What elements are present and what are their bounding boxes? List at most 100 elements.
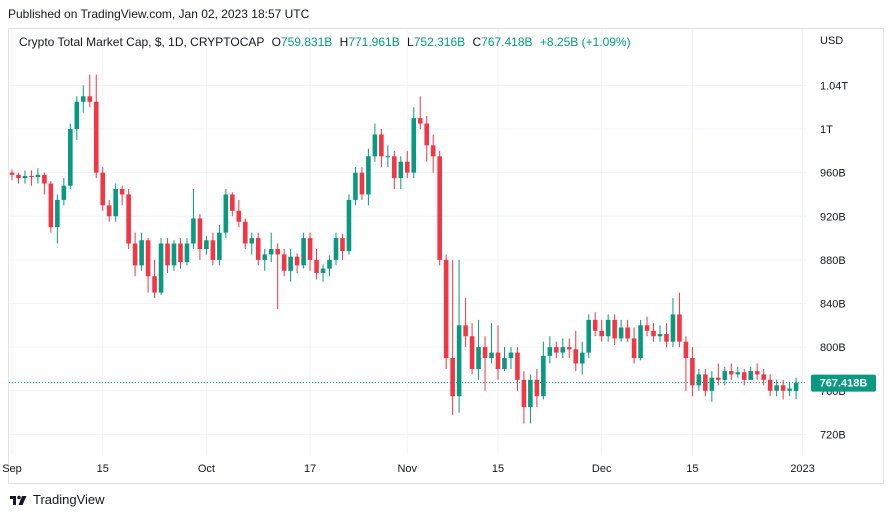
candle-body (294, 256, 300, 266)
candle-body (307, 238, 313, 260)
change-value: +8.25B (+1.09%) (539, 35, 631, 49)
candle-body (787, 388, 792, 391)
candle (191, 188, 196, 249)
candle (93, 74, 99, 179)
candle-body (333, 238, 339, 260)
candle (696, 368, 702, 391)
candle (346, 194, 352, 255)
candle (68, 123, 73, 189)
candle-body (761, 374, 766, 380)
candle (320, 264, 326, 282)
y-tick-label: 840B (820, 299, 846, 311)
candle (638, 319, 643, 361)
candle-body (268, 248, 274, 255)
candle-body (554, 347, 559, 353)
candle-body (748, 371, 754, 380)
candle-body (74, 101, 80, 130)
candle-body (430, 145, 436, 157)
currency-label: USD (820, 35, 844, 47)
candle (670, 298, 676, 348)
candle (489, 323, 494, 364)
candle-body (236, 210, 242, 222)
candle (74, 96, 80, 140)
candle (664, 323, 669, 348)
candle-body (696, 374, 702, 386)
candle (48, 181, 54, 233)
candle-body (217, 232, 222, 260)
x-tick-label: 15 (492, 463, 504, 475)
candle-body (690, 358, 695, 386)
candle (456, 259, 462, 413)
candle-body (495, 352, 501, 369)
chart-grid (9, 29, 806, 455)
candle-body (340, 238, 345, 252)
x-tick-label: 15 (97, 463, 109, 475)
y-tick-label: 960B (820, 168, 846, 180)
y-tick-label: 1.04T (820, 80, 848, 92)
candle (42, 172, 47, 195)
candle (411, 107, 417, 179)
candle-body (145, 240, 151, 277)
candle-body (353, 172, 358, 200)
candle-body (780, 385, 786, 391)
candle-body (411, 118, 417, 173)
candle-body (165, 243, 170, 266)
candle (690, 347, 695, 397)
candle (236, 199, 242, 228)
x-tick-label: 15 (686, 463, 698, 475)
candle (80, 85, 86, 113)
candle (430, 134, 436, 173)
candle (100, 167, 106, 211)
candle (767, 374, 773, 397)
candle-body (515, 352, 520, 380)
candle (307, 232, 313, 271)
y-tick-label: 1T (820, 124, 833, 136)
candle-body (191, 218, 196, 244)
candle (657, 325, 663, 342)
candle (327, 255, 332, 277)
candle-body (664, 334, 669, 342)
footer-brand[interactable]: TradingView (10, 492, 105, 507)
candle-body (16, 174, 21, 179)
high-value: 771.961B (348, 35, 400, 49)
candle (554, 341, 559, 359)
candle (158, 238, 164, 295)
candle-body (301, 238, 306, 266)
candle (651, 323, 656, 342)
candle-body (586, 319, 592, 353)
candle (625, 319, 630, 342)
candle (502, 347, 507, 372)
candle (61, 178, 67, 206)
candle (9, 169, 15, 181)
candle-body (644, 325, 650, 331)
candle (631, 327, 637, 364)
candle-body (288, 256, 293, 271)
candle (443, 254, 449, 369)
candles (9, 74, 799, 424)
candle-body (275, 248, 280, 255)
candle-body (223, 194, 229, 233)
candle-body (450, 358, 455, 397)
candle (599, 319, 604, 342)
candle (592, 312, 598, 337)
candle-body (249, 238, 255, 244)
open-value: 759.831B (280, 35, 333, 49)
candle-body (113, 188, 118, 217)
candle-body (579, 352, 585, 364)
candle (314, 248, 319, 280)
candle-body (508, 352, 514, 359)
candle-body (612, 319, 617, 339)
candle (262, 248, 268, 271)
candle-body (139, 240, 144, 266)
candle (612, 314, 617, 345)
candle (748, 366, 754, 380)
candle-body (372, 134, 378, 157)
close-value: 767.418B (481, 35, 533, 49)
candle-body (489, 352, 494, 359)
candle-body (424, 123, 430, 146)
candle (145, 238, 151, 293)
candle-body (437, 156, 442, 260)
candle-body (573, 349, 579, 364)
